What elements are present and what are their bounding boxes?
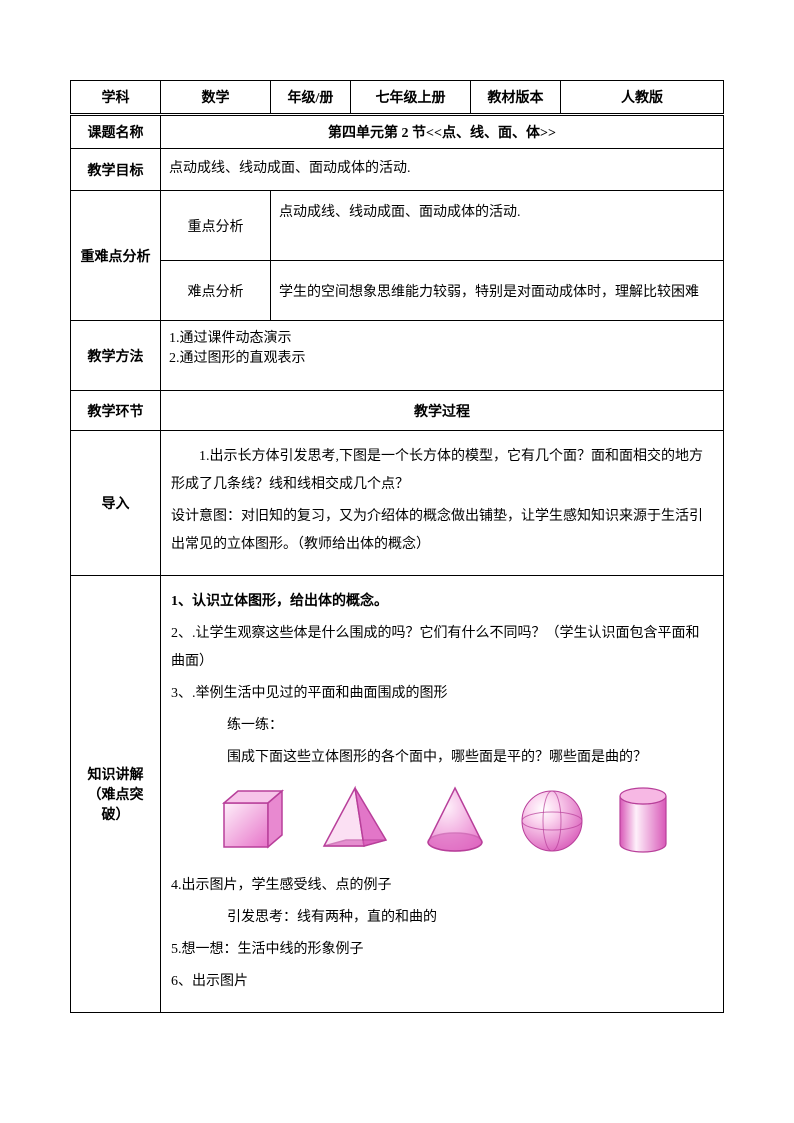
knowledge-label-1: 知识讲解 [79,764,152,784]
lesson-plan-table: 学科 数学 年级/册 七年级上册 教材版本 人教版 课题名称 第四单元第 2 节… [70,80,724,1013]
goal-label: 教学目标 [71,149,161,191]
knowledge-p8: 5.想一想：生活中线的形象例子 [171,936,713,964]
knowledge-p7: 引发思考：线有两种，直的和曲的 [171,904,713,932]
cylinder-icon [614,782,672,860]
grade-value: 七年级上册 [351,81,471,115]
topic-value: 第四单元第 2 节<<点、线、面、体>> [161,115,724,149]
subject-label: 学科 [71,81,161,115]
pyramid-icon [316,782,394,860]
intro-label: 导入 [71,431,161,576]
intro-content: 1.出示长方体引发思考,下图是一个长方体的模型，它有几个面？面和面相交的地方形成… [161,431,724,576]
proc-section-label: 教学环节 [71,391,161,431]
table-row: 教学环节 教学过程 [71,391,724,431]
method-line: 1.通过课件动态演示 [169,327,715,347]
intro-p1: 1.出示长方体引发思考,下图是一个长方体的模型，它有几个面？面和面相交的地方形成… [171,443,713,499]
knowledge-p9: 6、出示图片 [171,968,713,996]
sphere-icon [516,785,588,857]
method-value: 1.通过课件动态演示 2.通过图形的直观表示 [161,321,724,391]
textbook-label: 教材版本 [471,81,561,115]
hard-analysis-label: 难点分析 [161,261,271,321]
knowledge-content: 1、认识立体图形，给出体的概念。 2、.让学生观察这些体是什么围成的吗？它们有什… [161,576,724,1013]
knowledge-p3: 3、.举例生活中见过的平面和曲面围成的图形 [171,680,713,708]
proc-section-value: 教学过程 [161,391,724,431]
knowledge-label-2: （难点突破） [79,784,152,824]
grade-label: 年级/册 [271,81,351,115]
table-row: 课题名称 第四单元第 2 节<<点、线、面、体>> [71,115,724,149]
table-row: 学科 数学 年级/册 七年级上册 教材版本 人教版 [71,81,724,115]
table-row: 教学目标 点动成线、线动成面、面动成体的活动. [71,149,724,191]
textbook-value: 人教版 [561,81,724,115]
knowledge-p2: 2、.让学生观察这些体是什么围成的吗？它们有什么不同吗？（学生认识面包含平面和曲… [171,620,713,676]
key-analysis-label: 重点分析 [161,191,271,261]
method-line: 2.通过图形的直观表示 [169,347,715,367]
analysis-label: 重难点分析 [71,191,161,321]
knowledge-p6: 4.出示图片，学生感受线、点的例子 [171,872,713,900]
table-row: 重难点分析 重点分析 点动成线、线动成面、面动成体的活动. [71,191,724,261]
knowledge-p5: 围成下面这些立体图形的各个面中，哪些面是平的？哪些面是曲的？ [171,744,713,772]
shapes-row [171,782,713,860]
hard-analysis-value: 学生的空间想象思维能力较弱，特别是对面动成体时，理解比较困难 [271,261,724,321]
table-row: 教学方法 1.通过课件动态演示 2.通过图形的直观表示 [71,321,724,391]
knowledge-p4: 练一练： [171,712,713,740]
cone-icon [420,782,490,860]
subject-value: 数学 [161,81,271,115]
key-analysis-value: 点动成线、线动成面、面动成体的活动. [271,191,724,261]
goal-value: 点动成线、线动成面、面动成体的活动. [161,149,724,191]
cube-icon [212,785,290,857]
topic-label: 课题名称 [71,115,161,149]
method-label: 教学方法 [71,321,161,391]
table-row: 难点分析 学生的空间想象思维能力较弱，特别是对面动成体时，理解比较困难 [71,261,724,321]
knowledge-label: 知识讲解 （难点突破） [71,576,161,1013]
intro-p2: 设计意图：对旧知的复习，又为介绍体的概念做出铺垫，让学生感知知识来源于生活引出常… [171,503,713,559]
knowledge-p1: 1、认识立体图形，给出体的概念。 [171,588,713,616]
table-row: 知识讲解 （难点突破） 1、认识立体图形，给出体的概念。 2、.让学生观察这些体… [71,576,724,1013]
table-row: 导入 1.出示长方体引发思考,下图是一个长方体的模型，它有几个面？面和面相交的地… [71,431,724,576]
